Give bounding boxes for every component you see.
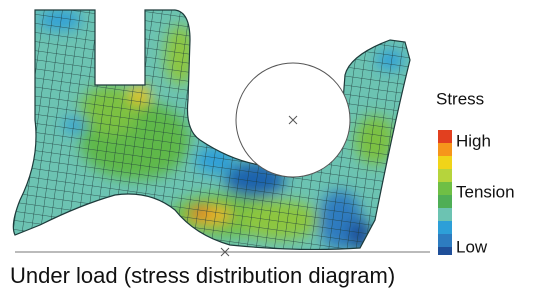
stress-mesh <box>0 0 420 260</box>
legend-middle: Tension <box>456 182 515 201</box>
legend: Stress High Tension Low <box>436 89 515 256</box>
caption: Under load (stress distribution diagram) <box>10 263 395 288</box>
figure: Stress High Tension Low Under load (stre… <box>0 0 543 296</box>
page: Stress High Tension Low Under load (stre… <box>0 0 543 296</box>
legend-title: Stress <box>436 89 484 108</box>
legend-low: Low <box>456 237 488 256</box>
legend-high: High <box>456 131 491 150</box>
